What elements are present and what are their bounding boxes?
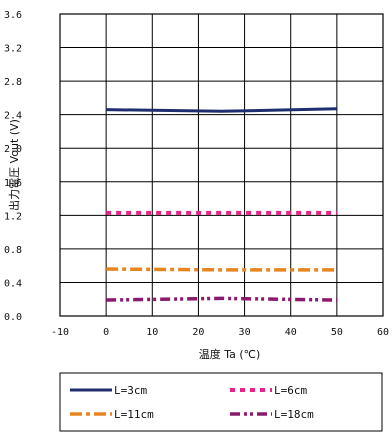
legend-label: L=11cm	[114, 408, 154, 421]
y-tick-label: 3.2	[4, 44, 22, 55]
plot-frame	[59, 13, 384, 317]
x-tick-label: 60	[377, 327, 389, 338]
y-tick-label: 0.8	[4, 245, 22, 256]
y-tick-label: 3.6	[4, 10, 22, 21]
x-tick-label: 20	[192, 327, 204, 338]
legend-label: L=6cm	[274, 384, 307, 397]
y-axis-label: 出力電圧 Vout (V)	[7, 119, 21, 211]
y-tick-label: 2.8	[4, 77, 22, 88]
x-tick-labels: -10 0 10 20 30 40 50 60	[51, 327, 389, 338]
legend-label: L=18cm	[274, 408, 314, 421]
y-tick-label: 0.4	[4, 278, 22, 289]
legend-box	[59, 372, 383, 432]
series-line	[106, 296, 337, 302]
x-tick-label: -10	[51, 327, 69, 338]
y-tick-label: 2.0	[4, 144, 22, 155]
legend: L=3cm L=6cm L=11cm L=18cm	[59, 372, 383, 432]
y-tick-label: 1.2	[4, 211, 22, 222]
y-tick-label: 2.4	[4, 111, 22, 122]
series-line	[106, 107, 337, 113]
x-tick-label: 50	[331, 327, 343, 338]
x-tick-label: 30	[239, 327, 251, 338]
y-tick-label: 0.0	[4, 312, 22, 323]
series-layer	[106, 107, 337, 302]
x-tick-label: 0	[103, 327, 109, 338]
x-tick-label: 40	[285, 327, 297, 338]
y-tick-labels: 0.0 0.4 0.8 1.2 1.6 2.0 2.4 2.8 3.2 3.6	[4, 10, 22, 323]
x-axis-label: 温度 Ta (℃)	[199, 347, 261, 361]
series-line	[106, 267, 337, 272]
x-tick-label: 10	[146, 327, 158, 338]
legend-label: L=3cm	[114, 384, 147, 397]
y-tick-label: 1.6	[4, 178, 22, 189]
